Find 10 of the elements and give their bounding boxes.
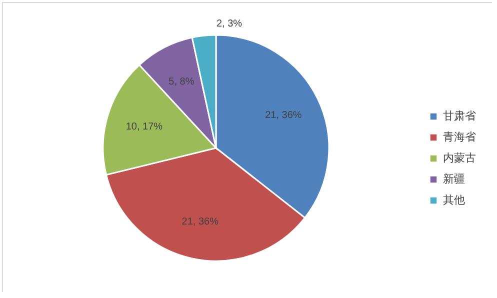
legend-label: 青海省 (443, 130, 476, 144)
data-label: 10, 17% (126, 121, 163, 132)
data-label: 21, 36% (265, 110, 302, 122)
data-label: 2, 3% (216, 18, 242, 30)
legend-label: 甘肃省 (443, 110, 476, 122)
data-label: 5, 8% (168, 76, 194, 88)
legend-label: 内蒙古 (443, 152, 476, 164)
data-label: 21, 36% (182, 216, 219, 228)
legend-label: 新疆 (443, 172, 465, 186)
legend-label: 其他 (443, 194, 465, 206)
